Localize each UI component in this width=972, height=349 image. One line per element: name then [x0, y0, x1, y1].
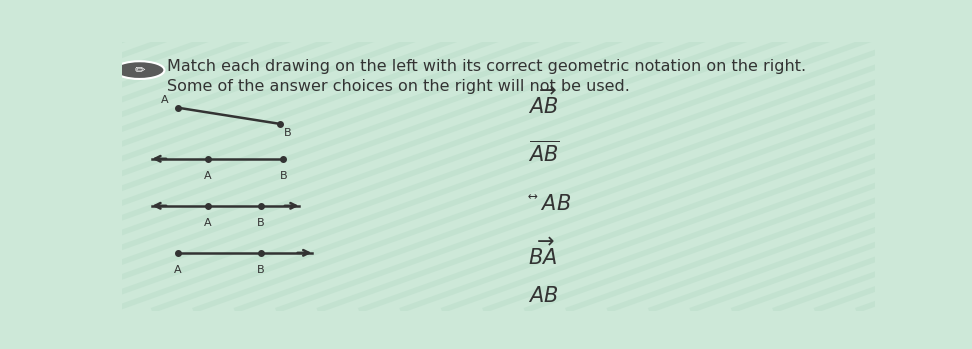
Text: $AB$: $AB$: [529, 286, 559, 306]
Text: B: B: [257, 218, 264, 228]
Text: B: B: [257, 265, 264, 275]
Circle shape: [115, 61, 164, 79]
Text: B: B: [280, 171, 288, 181]
Text: A: A: [204, 171, 212, 181]
Text: Match each drawing on the left with its correct geometric notation on the right.: Match each drawing on the left with its …: [167, 59, 806, 74]
Text: A: A: [161, 95, 169, 105]
Text: A: A: [204, 218, 212, 228]
Text: $\overleftrightarrow{AB}$: $\overleftrightarrow{AB}$: [529, 194, 572, 215]
Text: $\overline{AB}$: $\overline{AB}$: [529, 141, 560, 166]
Text: A: A: [174, 265, 182, 275]
Text: $\overrightarrow{AB}$: $\overrightarrow{AB}$: [529, 87, 559, 118]
Text: B: B: [284, 128, 291, 138]
Text: ✏: ✏: [134, 64, 145, 77]
Text: Some of the answer choices on the right will not be used.: Some of the answer choices on the right …: [167, 79, 630, 94]
Text: $\overrightarrow{BA}$: $\overrightarrow{BA}$: [529, 237, 558, 269]
